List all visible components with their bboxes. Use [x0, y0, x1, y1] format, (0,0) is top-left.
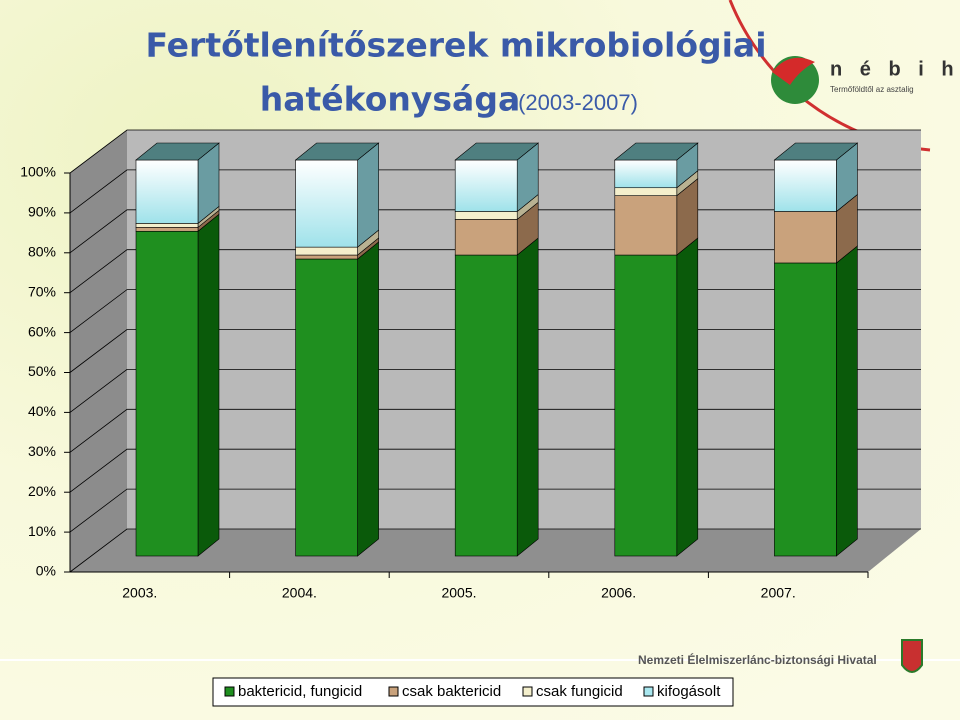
bar-front [614, 159, 678, 189]
bar-segment [614, 142, 699, 189]
legend-label: csak fungicid [536, 683, 623, 700]
legend-swatch [388, 686, 399, 697]
bar-top [294, 142, 380, 161]
footer-text: Nemzeti Élelmiszerlánc-biztonsági Hivata… [638, 652, 877, 667]
bar-front [295, 246, 358, 256]
logo-name: n é b i h [830, 58, 960, 80]
chart-title-line2: hatékonysága [260, 80, 520, 119]
bar-segment [614, 237, 699, 557]
bar-front [295, 159, 358, 248]
y-tick-label: 10% [28, 523, 56, 539]
y-tick-label: 70% [28, 283, 56, 299]
y-tick-label: 60% [28, 323, 56, 339]
x-tick-label: 2006. [601, 585, 636, 601]
y-tick-label: 80% [28, 244, 56, 260]
bar-front [454, 254, 518, 557]
bar-side [197, 213, 220, 557]
y-tick-label: 0% [36, 563, 56, 579]
y-tick-label: 30% [28, 443, 56, 459]
x-tick-label: 2005. [441, 585, 476, 601]
x-tick-label: 2004. [282, 585, 317, 601]
bar-top [454, 142, 540, 161]
coat-of-arms [901, 639, 923, 673]
bar-segment [135, 213, 220, 557]
logo-slogan: Termőföldtől az asztalig [830, 85, 914, 94]
grid-line [69, 129, 921, 174]
logo: n é b i h Termőföldtől az asztalig [771, 56, 960, 104]
bar-segment [295, 241, 379, 557]
bar-front [135, 159, 199, 224]
bar-front [614, 195, 678, 256]
legend-swatch [522, 686, 533, 697]
bar-side [357, 241, 379, 557]
bar-front [614, 254, 678, 557]
bar-top [613, 142, 699, 161]
y-tick-label: 20% [28, 483, 56, 499]
legend-swatch [643, 686, 654, 697]
bar-front [454, 211, 518, 220]
bar-front [295, 258, 358, 557]
bar-front [614, 187, 678, 196]
bar-segment [295, 142, 379, 248]
bar-front [135, 227, 199, 232]
bar-side [676, 237, 699, 557]
x-tick-label: 2007. [761, 585, 796, 601]
bar-front [774, 262, 837, 557]
legend-label: kifogásolt [657, 683, 721, 700]
legend-label: baktericid, fungicid [238, 683, 362, 700]
bar-front [454, 219, 518, 256]
chart-title: Fertőtlenítőszerek mikrobiológiai [145, 26, 766, 65]
bar-side [836, 245, 858, 557]
x-tick-label: 2003. [122, 585, 157, 601]
y-tick-label: 50% [28, 363, 56, 379]
bar-top [773, 142, 859, 161]
bar-front [454, 159, 518, 212]
bar-segment [454, 142, 539, 213]
bar-front [135, 230, 199, 557]
bar-side [516, 237, 539, 557]
bar-side [357, 142, 379, 248]
chart-subtitle: (2003-2007) [518, 90, 638, 115]
bar-segment [774, 245, 858, 557]
bar-segment [454, 201, 539, 256]
y-tick-label: 100% [20, 164, 56, 180]
bar-front [135, 223, 199, 228]
legend-label: csak baktericid [402, 683, 501, 700]
bar-front [774, 159, 837, 212]
bar-segment [135, 142, 220, 224]
bar-segment [774, 193, 858, 264]
bar-front [774, 211, 837, 264]
y-tick-label: 90% [28, 204, 56, 220]
logo-mark [772, 57, 815, 85]
y-tick-label: 40% [28, 403, 56, 419]
legend-swatch [224, 686, 235, 697]
bar-segment [454, 237, 539, 557]
bar-front [295, 254, 358, 260]
bar-segment [614, 178, 699, 256]
bar-top [135, 142, 220, 161]
